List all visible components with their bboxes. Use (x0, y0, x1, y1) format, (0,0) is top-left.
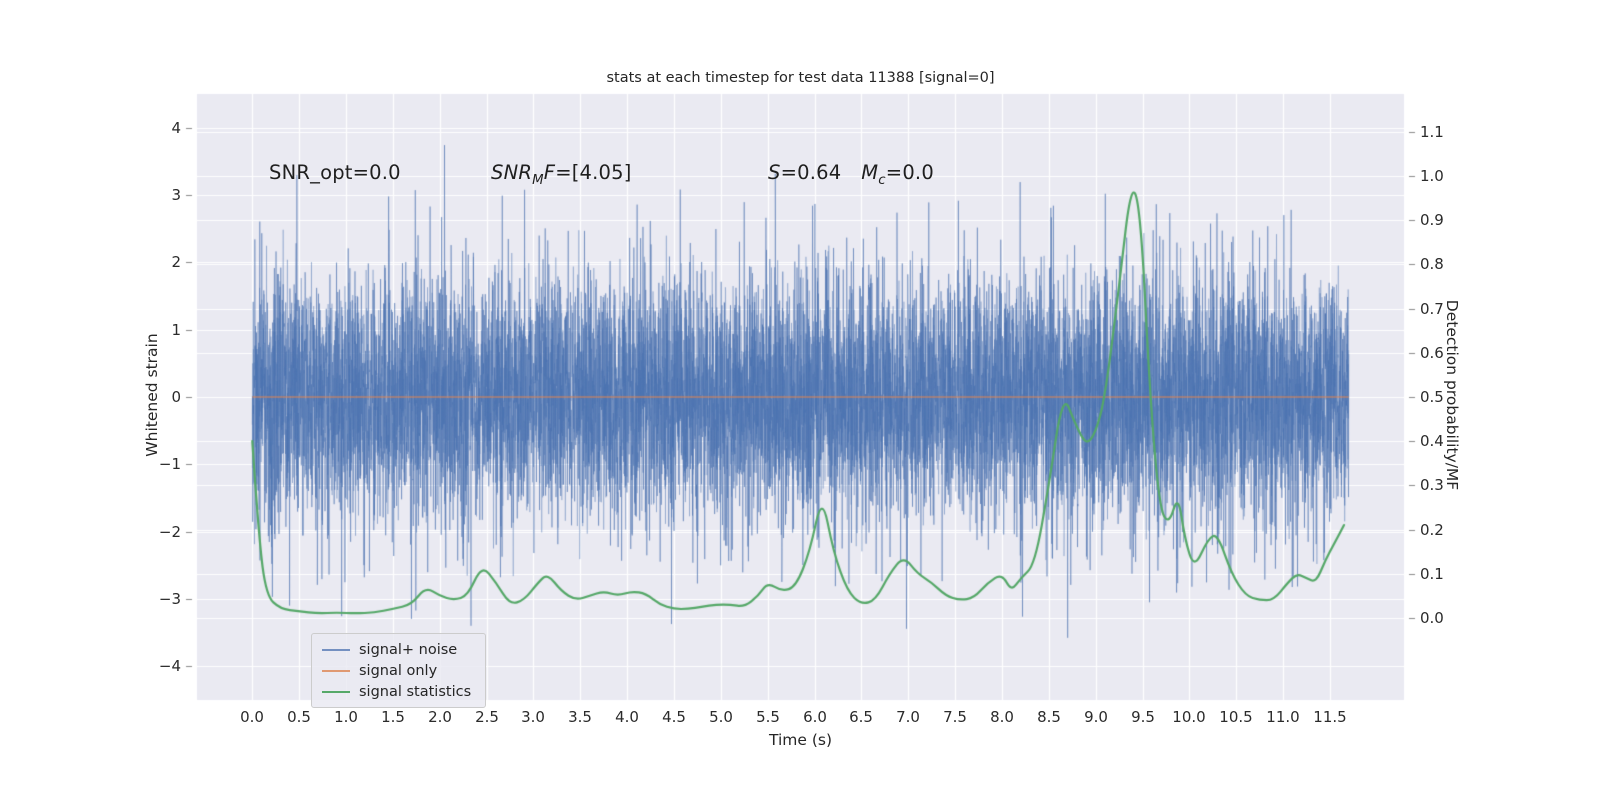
x-tick-label: 1.5 (381, 708, 405, 726)
x-tick-label: 6.0 (803, 708, 827, 726)
x-tick-label: 0.5 (287, 708, 311, 726)
x-tick-label: 2.5 (475, 708, 499, 726)
x-tick-label: 5.5 (756, 708, 780, 726)
y-left-tick-label: −1 (158, 455, 181, 473)
y-right-tick-label: 1.0 (1420, 167, 1444, 185)
y-left-tick-label: 0 (171, 388, 181, 406)
y-right-tick-label: 0.2 (1420, 521, 1444, 539)
y-left-tick-label: 2 (171, 253, 181, 271)
y-left-tick-label: 1 (171, 321, 181, 339)
y-right-tick-label: 0.4 (1420, 432, 1444, 450)
y-right-tick-label: 0.1 (1420, 565, 1444, 583)
y-right-tick-label: 0.6 (1420, 344, 1444, 362)
x-tick-label: 6.5 (849, 708, 873, 726)
x-tick-label: 5.0 (709, 708, 733, 726)
legend: signal+ noise signal only signal statist… (311, 633, 487, 708)
y-right-tick-label: 0.8 (1420, 255, 1444, 273)
y-left-tick-label: −2 (158, 523, 181, 541)
annotation-snr-opt: SNR_opt=0.0 (269, 161, 401, 184)
x-tick-label: 11.5 (1313, 708, 1347, 726)
x-tick-label: 4.5 (662, 708, 686, 726)
x-tick-label: 8.0 (990, 708, 1014, 726)
y-left-tick-label: −4 (158, 657, 181, 675)
x-tick-label: 2.0 (428, 708, 452, 726)
y-right-tick-label: 0.3 (1420, 476, 1444, 494)
annotation-snr-mf: SNRMF=[4.05] (491, 161, 632, 188)
chart-title: stats at each timestep for test data 113… (606, 70, 995, 86)
y-right-tick-label: 1.1 (1420, 123, 1444, 141)
y-right-tick-label: 0.5 (1420, 388, 1444, 406)
x-tick-label: 10.5 (1219, 708, 1253, 726)
y-right-tick-label: 0.7 (1420, 300, 1444, 318)
x-axis-label: Time (s) (768, 731, 833, 749)
y-left-tick-label: −3 (158, 590, 181, 608)
x-tick-label: 0.0 (240, 708, 264, 726)
legend-swatch-signal-statistics (322, 690, 350, 693)
annotation-s-mc: S=0.64 Mc=0.0 (768, 161, 934, 188)
x-tick-label: 4.0 (615, 708, 639, 726)
x-tick-label: 3.5 (568, 708, 592, 726)
legend-swatch-signal-noise (322, 648, 350, 651)
x-tick-label: 7.5 (943, 708, 967, 726)
y-left-tick-label: 3 (171, 186, 181, 204)
x-tick-label: 9.0 (1084, 708, 1108, 726)
x-tick-label: 8.5 (1037, 708, 1061, 726)
x-tick-label: 10.0 (1172, 708, 1206, 726)
legend-item-signal-noise: signal+ noise (322, 639, 471, 660)
legend-label: signal statistics (359, 683, 472, 700)
legend-swatch-signal-only (322, 669, 350, 672)
x-tick-label: 7.0 (896, 708, 920, 726)
legend-item-signal-only: signal only (322, 660, 471, 681)
legend-item-signal-statistics: signal statistics (322, 681, 471, 702)
x-tick-label: 11.0 (1266, 708, 1300, 726)
x-tick-label: 9.5 (1131, 708, 1155, 726)
y-left-tick-label: 4 (171, 119, 181, 137)
legend-label: signal only (359, 662, 438, 679)
x-tick-label: 3.0 (521, 708, 545, 726)
x-tick-label: 1.0 (334, 708, 358, 726)
legend-label: signal+ noise (359, 641, 458, 658)
y-right-tick-label: 0.9 (1420, 211, 1444, 229)
y-right-tick-label: 0.0 (1420, 609, 1444, 627)
